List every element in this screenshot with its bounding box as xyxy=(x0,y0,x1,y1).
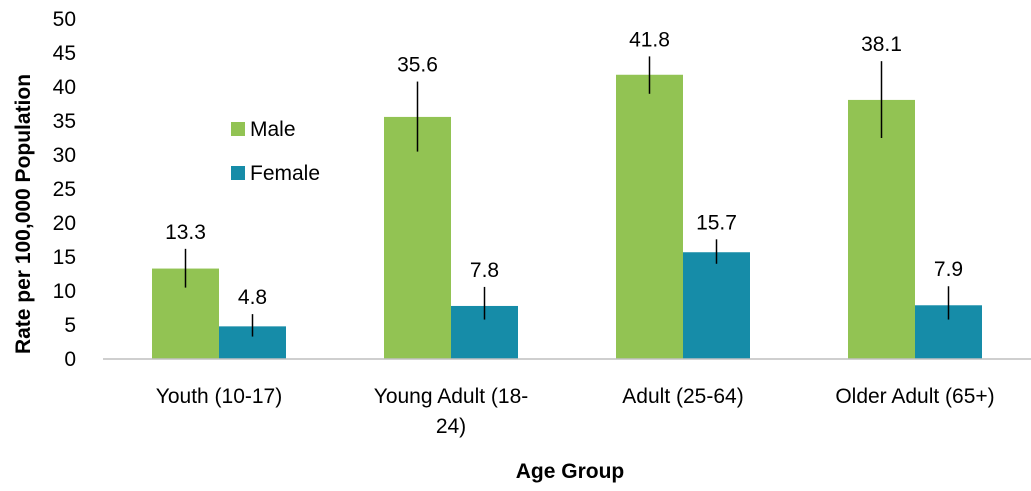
data-label: 15.7 xyxy=(696,211,737,234)
y-tick-label: 5 xyxy=(64,314,76,337)
x-axis-title: Age Group xyxy=(516,460,625,483)
x-tick-label: Youth (10-17) xyxy=(156,385,282,408)
y-tick-label: 40 xyxy=(53,76,76,99)
data-label: 7.8 xyxy=(470,259,499,282)
data-label: 4.8 xyxy=(238,286,267,309)
data-label: 38.1 xyxy=(861,33,902,56)
error-bars xyxy=(184,56,950,337)
y-tick-label: 45 xyxy=(53,42,76,65)
y-tick-label: 35 xyxy=(53,110,76,133)
y-tick-label: 30 xyxy=(53,144,76,167)
legend-label-male: Male xyxy=(250,118,296,141)
bar-female xyxy=(683,252,750,359)
legend-label-female: Female xyxy=(250,162,320,185)
x-axis-tick-labels: Youth (10-17) Young Adult (18-24) Adult (2… xyxy=(156,385,995,438)
y-tick-label: 20 xyxy=(53,212,76,235)
legend-swatch-female xyxy=(231,166,245,180)
legend: Male Female xyxy=(231,118,320,185)
legend-swatch-male xyxy=(231,122,245,136)
y-axis-ticks: 0 5 10 15 20 25 30 35 40 45 50 xyxy=(53,8,76,371)
data-label: 13.3 xyxy=(165,221,206,244)
y-tick-label: 50 xyxy=(53,8,76,31)
bar-male xyxy=(384,116,451,359)
bar-male xyxy=(848,99,915,360)
bars xyxy=(152,74,982,360)
data-label: 41.8 xyxy=(629,28,670,51)
y-axis-title: Rate per 100,000 Population xyxy=(12,74,35,354)
x-tick-label: Young Adult (18-24) xyxy=(374,385,529,438)
bar-male xyxy=(616,74,683,359)
y-tick-label: 15 xyxy=(53,246,76,269)
x-tick-label: Adult (25-64) xyxy=(622,385,743,408)
data-label: 7.9 xyxy=(934,258,963,281)
y-tick-label: 25 xyxy=(53,178,76,201)
y-tick-label: 0 xyxy=(64,348,76,371)
y-tick-label: 10 xyxy=(53,280,76,303)
data-labels: 13.3 4.8 35.6 7.8 41.8 15.7 38.1 7.9 xyxy=(165,28,963,309)
data-label: 35.6 xyxy=(397,54,438,77)
x-tick-label: Older Adult (65+) xyxy=(835,385,994,408)
